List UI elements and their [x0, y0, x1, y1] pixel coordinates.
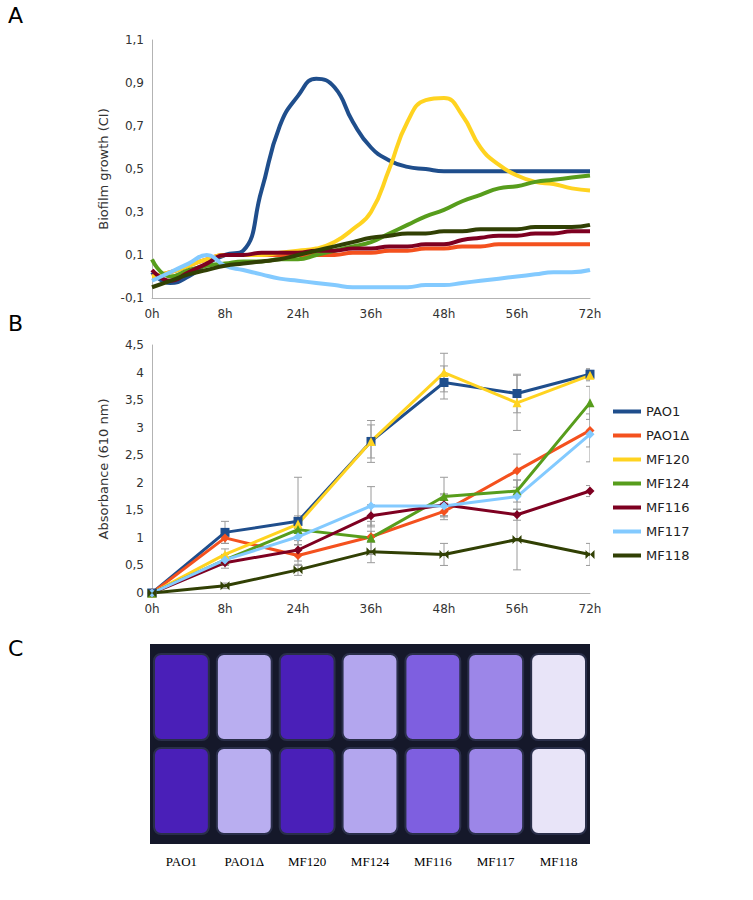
svg-text:A: A [8, 3, 23, 28]
svg-text:PAO1: PAO1 [166, 854, 197, 869]
svg-text:MF120: MF120 [288, 854, 326, 869]
svg-text:8h: 8h [217, 307, 232, 321]
svg-text:0h: 0h [144, 602, 159, 616]
svg-text:3: 3 [136, 421, 144, 435]
svg-text:48h: 48h [433, 602, 456, 616]
svg-text:48h: 48h [433, 307, 456, 321]
svg-text:2,5: 2,5 [125, 448, 144, 462]
svg-text:MF124: MF124 [351, 854, 390, 869]
svg-text:MF118: MF118 [540, 854, 578, 869]
svg-text:72h: 72h [579, 602, 602, 616]
svg-text:8h: 8h [217, 602, 232, 616]
svg-text:4: 4 [136, 366, 144, 380]
svg-text:36h: 36h [360, 307, 383, 321]
svg-text:24h: 24h [287, 307, 310, 321]
svg-text:0,3: 0,3 [125, 205, 144, 219]
svg-text:MF117: MF117 [646, 524, 690, 539]
svg-text:0,1: 0,1 [125, 248, 144, 262]
svg-text:3,5: 3,5 [125, 393, 144, 407]
svg-text:24h: 24h [287, 602, 310, 616]
svg-text:1,1: 1,1 [125, 33, 144, 47]
svg-text:0,7: 0,7 [125, 119, 144, 133]
svg-text:Biofilm growth (CI): Biofilm growth (CI) [96, 108, 111, 230]
svg-text:1: 1 [136, 531, 144, 545]
svg-text:PAO1Δ: PAO1Δ [646, 428, 689, 443]
svg-text:56h: 56h [506, 602, 529, 616]
svg-text:2: 2 [136, 476, 144, 490]
svg-text:4,5: 4,5 [125, 338, 144, 352]
svg-text:C: C [8, 636, 23, 661]
svg-text:0,5: 0,5 [125, 558, 144, 572]
svg-text:MF116: MF116 [414, 854, 452, 869]
svg-text:PAO1: PAO1 [646, 404, 680, 419]
svg-text:Absorbance (610 nm): Absorbance (610 nm) [96, 399, 111, 540]
svg-text:MF120: MF120 [646, 452, 690, 467]
svg-text:MF118: MF118 [646, 548, 690, 563]
svg-text:0,9: 0,9 [125, 76, 144, 90]
svg-text:36h: 36h [360, 602, 383, 616]
svg-text:PAO1Δ: PAO1Δ [224, 854, 264, 869]
svg-text:-0,1: -0,1 [121, 291, 144, 305]
svg-text:MF117: MF117 [477, 854, 515, 869]
svg-text:0,5: 0,5 [125, 162, 144, 176]
svg-text:72h: 72h [579, 307, 602, 321]
svg-text:56h: 56h [506, 307, 529, 321]
svg-text:MF116: MF116 [646, 500, 690, 515]
svg-text:1,5: 1,5 [125, 503, 144, 517]
svg-text:MF124: MF124 [646, 476, 690, 491]
svg-text:B: B [8, 311, 23, 336]
svg-text:0: 0 [136, 586, 144, 600]
svg-text:0h: 0h [144, 307, 159, 321]
